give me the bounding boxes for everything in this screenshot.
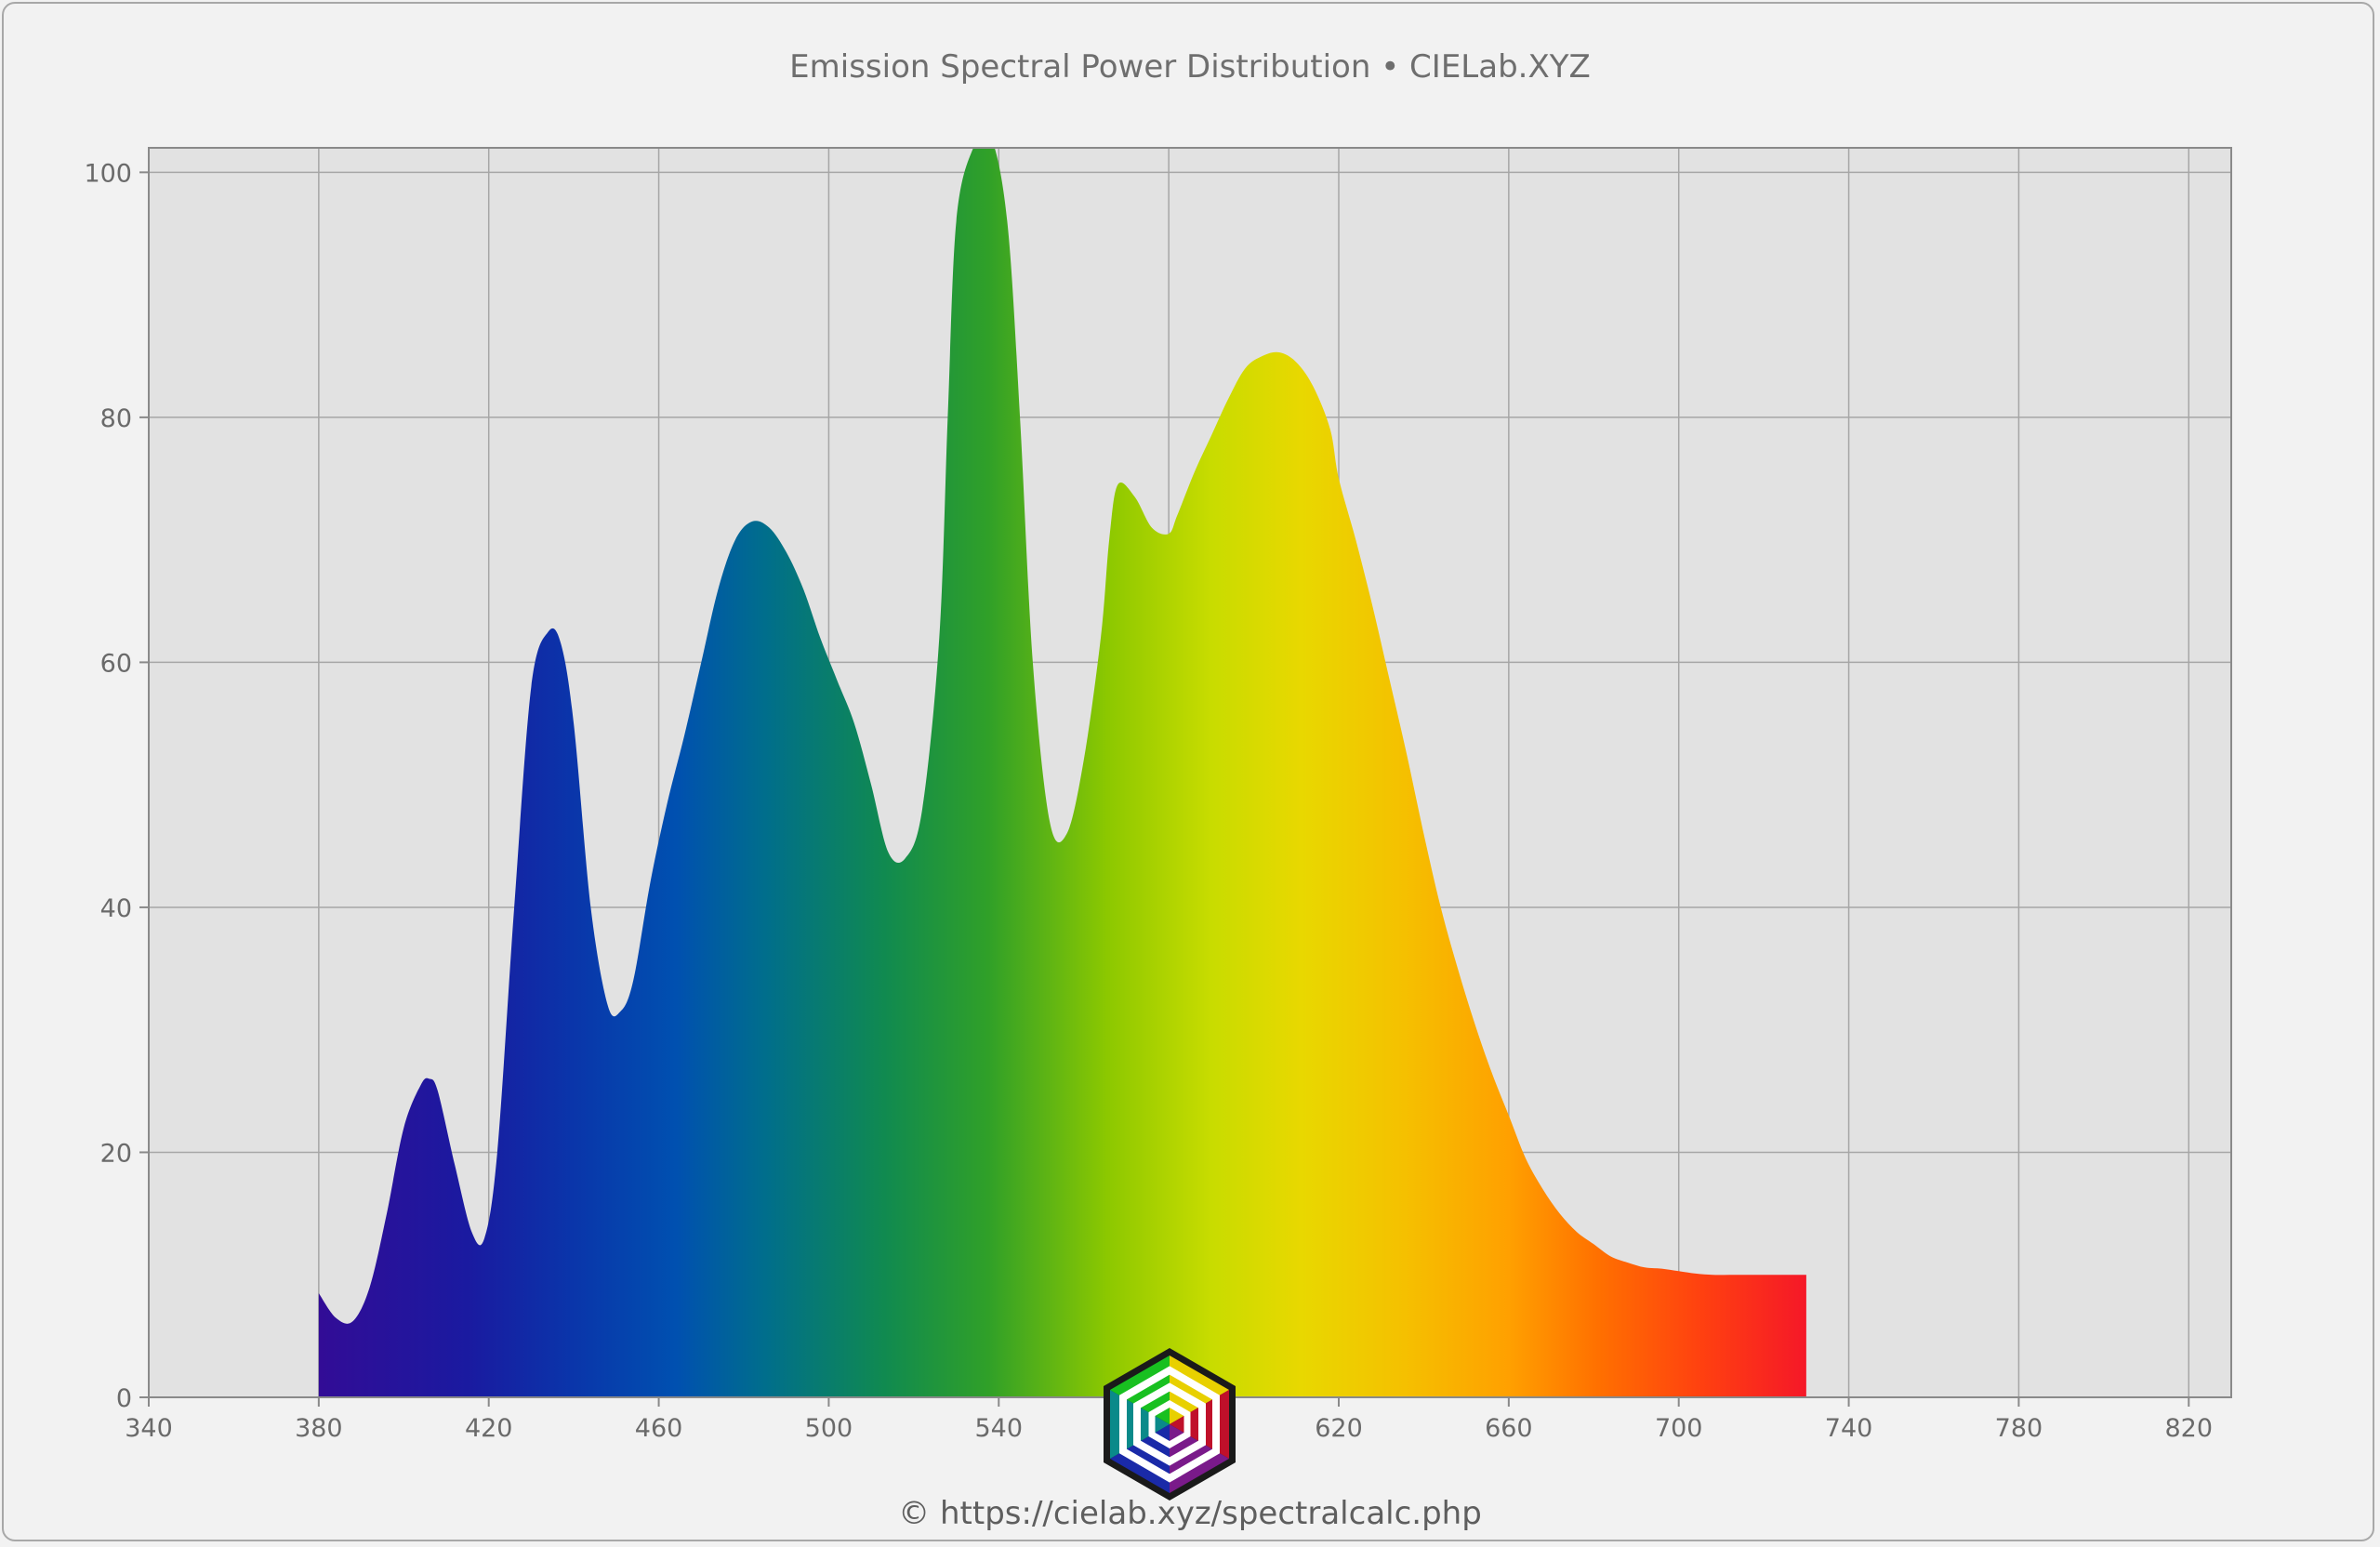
x-tick-label: 660 (1485, 1414, 1533, 1443)
y-tick-label: 40 (100, 894, 132, 923)
x-tick-label: 420 (465, 1414, 513, 1443)
x-tick-label: 500 (805, 1414, 853, 1443)
x-tick-label: 780 (1995, 1414, 2043, 1443)
x-tick-label: 540 (975, 1414, 1024, 1443)
chart-title: Emission Spectral Power Distribution • C… (789, 48, 1591, 86)
x-tick-label: 740 (1825, 1414, 1873, 1443)
x-tick-label: 620 (1315, 1414, 1363, 1443)
source-url[interactable]: © https://cielab.xyz/spectralcalc.php (898, 1495, 1482, 1532)
y-tick-label: 80 (100, 404, 132, 433)
x-tick-label: 340 (125, 1414, 173, 1443)
y-tick-label: 100 (84, 159, 132, 188)
x-tick-label: 700 (1655, 1414, 1703, 1443)
x-tick-label: 460 (635, 1414, 683, 1443)
x-axis-ticks: 340380420460500540580620660700740780820 (125, 1397, 2213, 1443)
x-tick-label: 380 (295, 1414, 343, 1443)
y-tick-label: 20 (100, 1139, 132, 1168)
y-tick-label: 60 (100, 649, 132, 678)
y-axis-ticks: 0 20 40 60 80 100 (84, 159, 149, 1413)
cielab-hexagon-logo (1104, 1348, 1236, 1501)
spectral-power-area (318, 148, 1806, 1397)
x-tick-label: 820 (2165, 1414, 2214, 1443)
y-tick-label: 0 (116, 1384, 132, 1413)
